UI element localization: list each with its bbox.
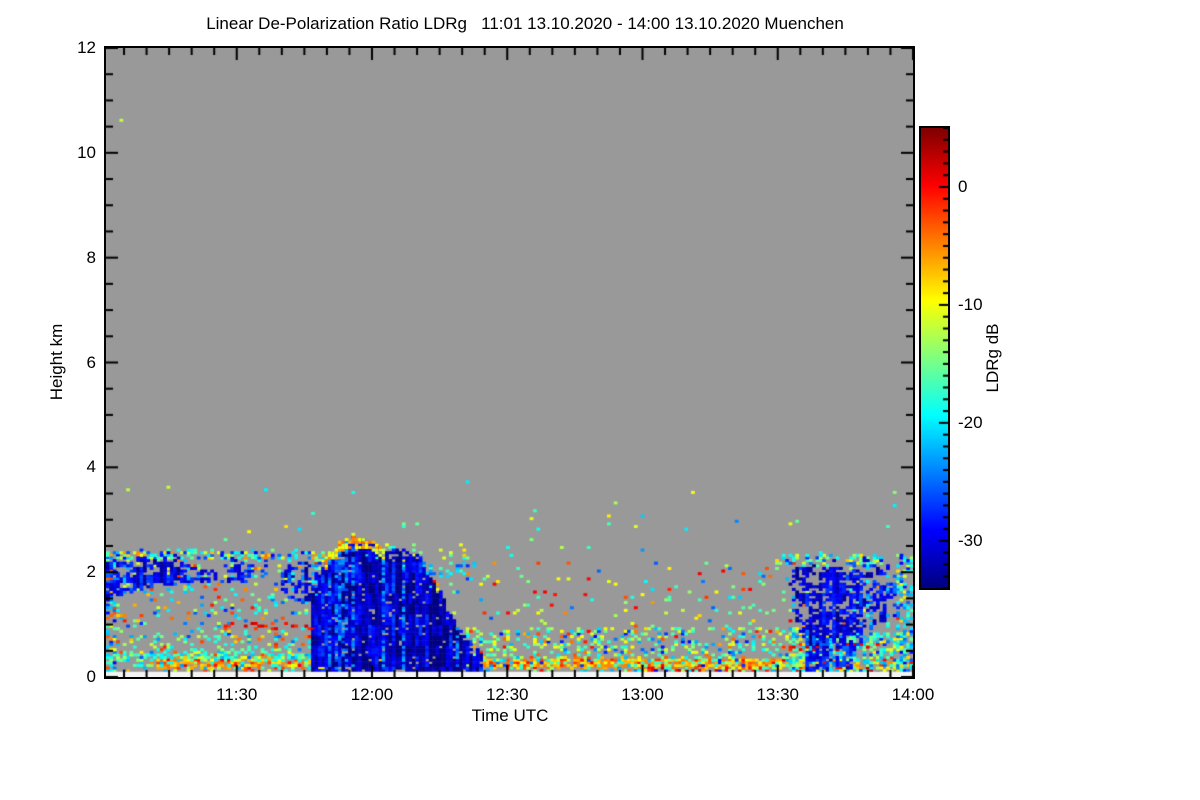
heatmap-canvas [106, 48, 913, 677]
y-tick-label: 8 [86, 247, 96, 267]
y-tick-label: 4 [86, 457, 96, 477]
x-tick-label: 13:00 [621, 685, 664, 704]
colorbar-tick-label: -20 [958, 412, 983, 432]
y-tick-label: 10 [77, 142, 96, 162]
x-tick-label: 12:30 [485, 685, 529, 704]
colorbar-label: LDRg dB [983, 323, 1002, 393]
colorbar-tick-label: -30 [958, 530, 983, 550]
x-axis-label: Time UTC [471, 706, 549, 725]
y-tick-label: 12 [77, 38, 96, 57]
colorbar-tick-label: 0 [958, 176, 968, 196]
y-tick-label: 2 [86, 562, 96, 582]
colorbar [919, 126, 950, 590]
colorbar-tick-label: -10 [958, 294, 983, 314]
y-tick-label: 6 [86, 352, 96, 372]
x-tick-label: 11:30 [216, 685, 258, 704]
plot-area [104, 46, 915, 679]
plot-title: Linear De-Polarization Ratio LDRg 11:01 … [206, 14, 844, 33]
colorbar-canvas [921, 128, 948, 588]
x-tick-label: 12:00 [350, 685, 394, 704]
x-tick-label: 14:00 [891, 685, 935, 704]
x-tick-label: 13:30 [756, 685, 800, 704]
y-tick-label: 0 [86, 667, 96, 686]
